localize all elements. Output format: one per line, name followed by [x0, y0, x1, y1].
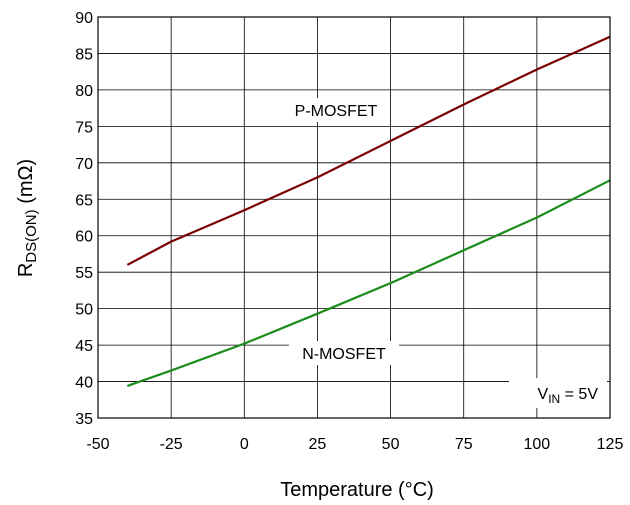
x-tick-label: -50 — [86, 436, 109, 453]
y-tick-labels: 35 40 45 50 55 60 65 70 75 80 85 90 — [75, 10, 93, 428]
p-mosfet-label: P-MOSFET — [295, 103, 378, 120]
y-tick-label: 35 — [75, 411, 93, 428]
y-tick-label: 70 — [75, 156, 93, 173]
n-mosfet-label-bg — [289, 341, 399, 365]
plot-frame — [97, 16, 611, 419]
x-tick-label: 25 — [309, 436, 327, 453]
y-tick-label: 50 — [75, 302, 93, 319]
p-mosfet-label-bg — [282, 98, 390, 122]
x-tick-label: 0 — [240, 436, 249, 453]
vin-sub: IN — [548, 392, 560, 406]
vin-rest: = 5V — [560, 386, 598, 403]
y-tick-label: 45 — [75, 338, 93, 355]
y-tick-label: 85 — [75, 46, 93, 63]
y-tick-label: 40 — [75, 375, 93, 392]
series-lines — [126, 35, 611, 387]
x-tick-label: -25 — [160, 436, 183, 453]
n-mosfet-label: N-MOSFET — [302, 346, 386, 363]
grid-lines — [97, 16, 611, 419]
x-tick-labels: -50 -25 0 25 50 75 100 125 — [86, 436, 623, 453]
y-axis-label-main: R — [15, 263, 37, 277]
y-tick-label: 60 — [75, 229, 93, 246]
y-tick-label: 65 — [75, 192, 93, 209]
p-mosfet-line — [126, 35, 611, 266]
x-tick-label: 100 — [524, 436, 551, 453]
y-tick-label: 75 — [75, 119, 93, 136]
vin-annotation-bg — [509, 378, 607, 408]
x-axis-label: Temperature (°C) — [280, 479, 434, 501]
y-axis-label-unit: (mΩ) — [15, 159, 37, 210]
y-tick-label: 55 — [75, 265, 93, 282]
y-axis-label-sub: DS(ON) — [23, 209, 40, 262]
x-tick-label: 125 — [597, 436, 624, 453]
x-tick-label: 75 — [455, 436, 473, 453]
n-mosfet-line — [126, 179, 611, 387]
vin-annotation: VIN = 5V — [538, 386, 599, 406]
vin-main: V — [538, 386, 549, 403]
y-tick-label: 90 — [75, 10, 93, 27]
y-axis-label: RDS(ON) (mΩ) — [15, 159, 40, 277]
x-tick-label: 50 — [382, 436, 400, 453]
y-tick-label: 80 — [75, 83, 93, 100]
